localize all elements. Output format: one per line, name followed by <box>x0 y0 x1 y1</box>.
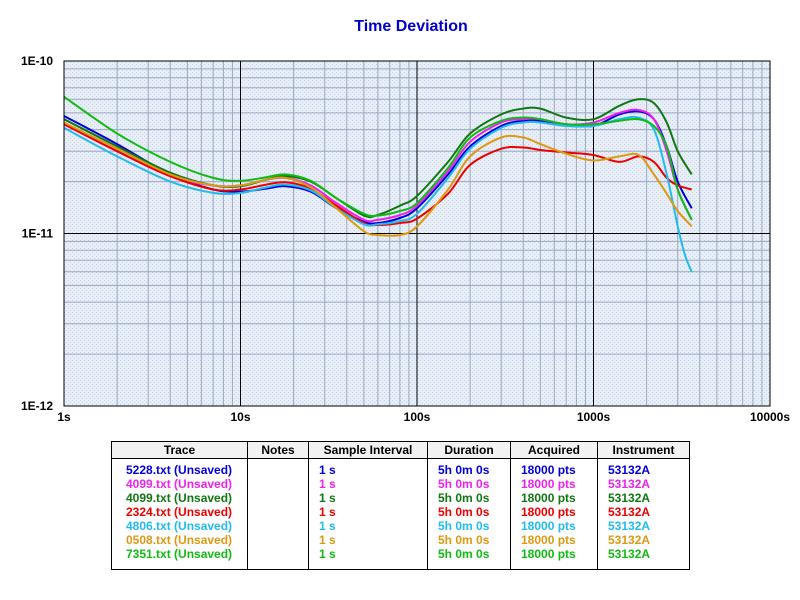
trace-cell: 4099.txt (Unsaved) <box>111 491 248 505</box>
table-row: 7351.txt (Unsaved) 1 s 5h 0m 0s 18000 pts 53… <box>111 547 690 570</box>
duration-cell: 5h 0m 0s <box>427 547 511 570</box>
header-notes: Notes <box>247 441 309 459</box>
series-line-4 <box>63 123 692 227</box>
acquired-cell: 18000 pts <box>510 505 598 519</box>
acquired-cell: 18000 pts <box>510 547 598 570</box>
notes-cell <box>247 533 309 547</box>
chart-area: 1s 10s 100s 1000s 10000s 1E-10 1E-11 1E-12 <box>21 54 790 424</box>
sample-interval-cell: 1 s <box>308 477 428 491</box>
x-tick-label: 100s <box>404 410 431 424</box>
grid <box>64 61 770 406</box>
duration-cell: 5h 0m 0s <box>427 491 511 505</box>
x-tick-label: 10s <box>230 410 250 424</box>
sample-interval-cell: 1 s <box>308 547 428 570</box>
notes-cell <box>247 477 309 491</box>
instrument-cell: 53132A <box>597 533 690 547</box>
instrument-cell: 53132A <box>597 458 690 477</box>
sample-interval-cell: 1 s <box>308 505 428 519</box>
sample-interval-cell: 1 s <box>308 519 428 533</box>
table-header-row: Trace Notes Sample Interval Duration Acq… <box>111 441 690 459</box>
y-tick-label: 1E-10 <box>21 54 53 68</box>
trace-cell: 4099.txt (Unsaved) <box>111 477 248 491</box>
instrument-cell: 53132A <box>597 505 690 519</box>
table-row: 0508.txt (Unsaved) 1 s 5h 0m 0s 18000 pts 53… <box>111 533 690 547</box>
trace-cell: 4806.txt (Unsaved) <box>111 519 248 533</box>
duration-cell: 5h 0m 0s <box>427 477 511 491</box>
acquired-cell: 18000 pts <box>510 491 598 505</box>
y-tick-label: 1E-11 <box>22 227 54 241</box>
duration-cell: 5h 0m 0s <box>427 519 511 533</box>
duration-cell: 5h 0m 0s <box>427 505 511 519</box>
acquired-cell: 18000 pts <box>510 477 598 491</box>
table-row: 4099.txt (Unsaved) 1 s 5h 0m 0s 18000 pts 53… <box>111 477 690 491</box>
acquired-cell: 18000 pts <box>510 458 598 477</box>
chart-title: Time Deviation <box>354 18 468 35</box>
notes-cell <box>247 519 309 533</box>
header-acquired: Acquired <box>510 441 598 459</box>
notes-cell <box>247 505 309 519</box>
table-row: 2324.txt (Unsaved) 1 s 5h 0m 0s 18000 pts 53… <box>111 505 690 519</box>
y-tick-label: 1E-12 <box>21 399 53 413</box>
sample-interval-cell: 1 s <box>308 458 428 477</box>
notes-cell <box>247 458 309 477</box>
instrument-cell: 53132A <box>597 519 690 533</box>
instrument-cell: 53132A <box>597 547 690 570</box>
instrument-cell: 53132A <box>597 477 690 491</box>
y-axis-tick-labels: 1E-10 1E-11 1E-12 <box>21 54 53 413</box>
sample-interval-cell: 1 s <box>308 533 428 547</box>
header-duration: Duration <box>427 441 511 459</box>
x-tick-label: 1000s <box>577 410 611 424</box>
table-row: 4806.txt (Unsaved) 1 s 5h 0m 0s 18000 pts 53… <box>111 519 690 533</box>
x-axis-tick-labels: 1s 10s 100s 1000s 10000s <box>57 410 790 424</box>
x-tick-label: 10000s <box>750 410 790 424</box>
plot-frame <box>63 60 771 407</box>
table-row: 5228.txt (Unsaved) 1 s 5h 0m 0s 18000 pts 53… <box>111 458 690 477</box>
table-row: 4099.txt (Unsaved) 1 s 5h 0m 0s 18000 pts 53… <box>111 491 690 505</box>
notes-cell <box>247 491 309 505</box>
x-tick-label: 1s <box>57 410 71 424</box>
sample-interval-cell: 1 s <box>308 491 428 505</box>
header-sample-interval: Sample Interval <box>308 441 428 459</box>
duration-cell: 5h 0m 0s <box>427 533 511 547</box>
series-line-6 <box>63 121 693 237</box>
trace-cell: 0508.txt (Unsaved) <box>111 533 248 547</box>
series-lines <box>63 95 693 273</box>
series-line-7 <box>63 95 693 221</box>
trace-cell: 2324.txt (Unsaved) <box>111 505 248 519</box>
header-trace: Trace <box>111 441 248 459</box>
acquired-cell: 18000 pts <box>510 533 598 547</box>
trace-info-table: Trace Notes Sample Interval Duration Acq… <box>111 441 690 570</box>
trace-cell: 7351.txt (Unsaved) <box>111 547 248 570</box>
acquired-cell: 18000 pts <box>510 519 598 533</box>
instrument-cell: 53132A <box>597 491 690 505</box>
trace-cell: 5228.txt (Unsaved) <box>111 458 248 477</box>
header-instrument: Instrument <box>597 441 690 459</box>
series-line-1 <box>63 110 693 225</box>
notes-cell <box>247 547 309 570</box>
duration-cell: 5h 0m 0s <box>427 458 511 477</box>
